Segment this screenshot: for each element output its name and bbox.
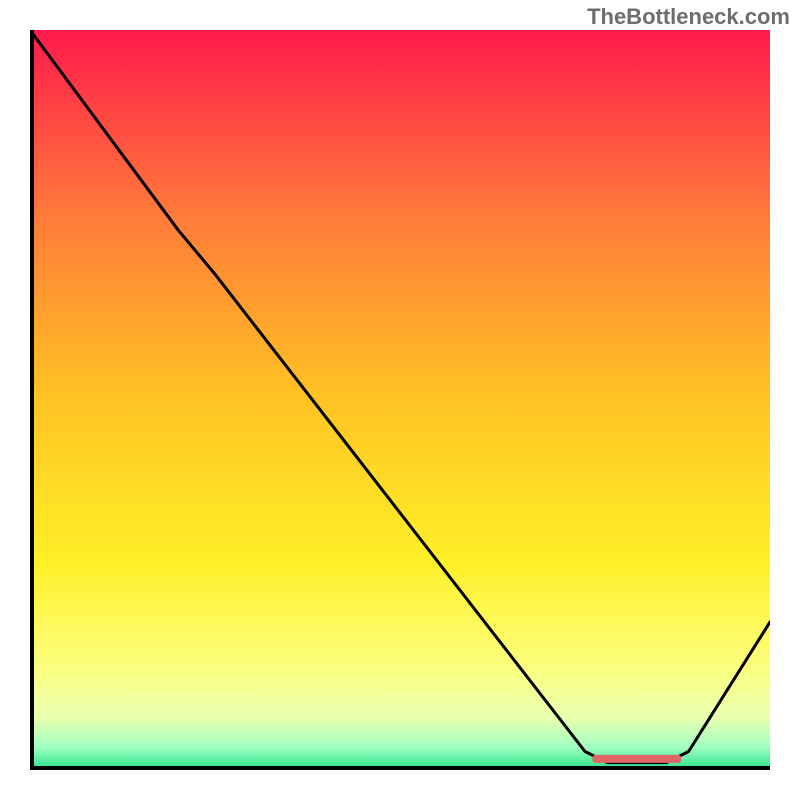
gradient-rect xyxy=(30,30,770,770)
watermark-text: TheBottleneck.com xyxy=(587,4,790,30)
plot-svg xyxy=(30,30,770,770)
chart-container: TheBottleneck.com xyxy=(0,0,800,800)
plot-area xyxy=(30,30,770,770)
marker-bar xyxy=(592,755,681,763)
